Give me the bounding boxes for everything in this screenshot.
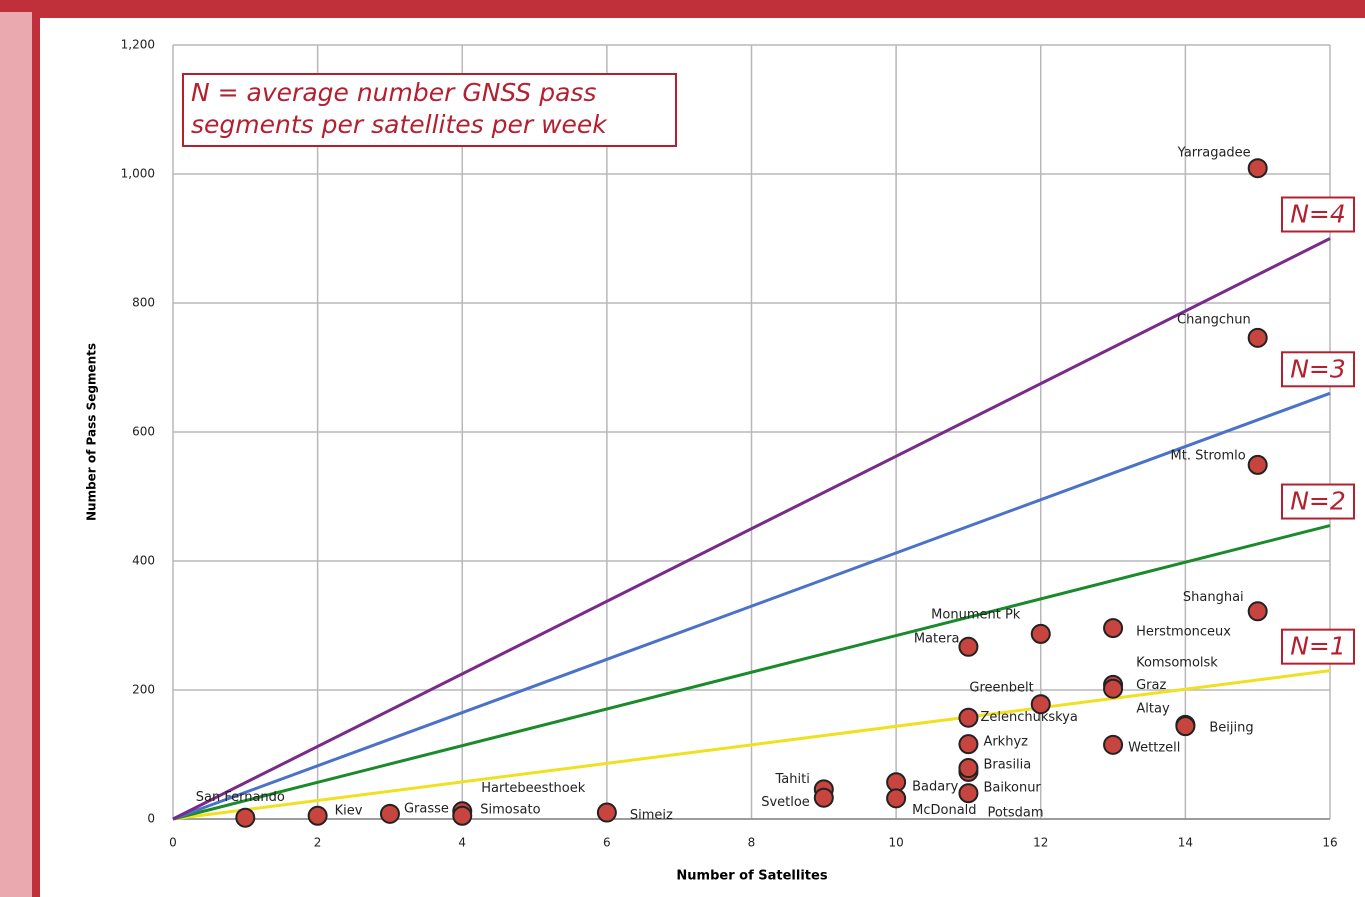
point-label: Yarragadee: [1177, 146, 1251, 161]
legend-box: [1281, 628, 1355, 665]
point-label: Komsomolsk: [1136, 655, 1218, 670]
station-point: [1103, 734, 1124, 755]
point-label: Grasse: [404, 801, 449, 816]
station-point: [1247, 158, 1268, 179]
x-tick-label: 0: [169, 836, 177, 850]
legend-label: N=1: [1290, 632, 1346, 661]
station-point: [235, 807, 256, 828]
point-label: Svetloe: [761, 795, 810, 810]
x-tick-label: 6: [603, 836, 611, 850]
station-point: [958, 636, 979, 657]
point-label: Matera: [914, 631, 960, 646]
point-label: Greenbelt: [969, 681, 1033, 696]
y-tick-label: 200: [132, 683, 155, 697]
x-tick-label: 8: [748, 836, 756, 850]
point-label: Badary: [912, 780, 958, 795]
y-tick-label: 1,200: [121, 38, 155, 52]
station-point: [1030, 623, 1051, 644]
point-label: Mt. Stromlo: [1171, 448, 1246, 463]
station-point: [452, 805, 473, 826]
station-point: [1175, 716, 1196, 737]
point-label: Altay: [1136, 701, 1170, 716]
station-point: [813, 787, 834, 808]
x-tick-label: 12: [1033, 836, 1048, 850]
y-tick-label: 0: [147, 812, 155, 826]
point-label: Monument Pk: [931, 607, 1021, 622]
reference-line: [172, 524, 1331, 821]
legend-label: N=3: [1290, 354, 1346, 383]
station-point: [1030, 694, 1051, 715]
station-point: [596, 802, 617, 823]
point-label: Potsdam: [987, 805, 1043, 820]
point-label: Arkhyz: [983, 735, 1028, 750]
legend-box: [1281, 483, 1355, 520]
legend-box: [1281, 196, 1355, 233]
annotation: segments per satellites per week: [191, 110, 608, 139]
legend-label: N=4: [1290, 200, 1346, 229]
reference-line: [172, 669, 1331, 821]
x-tick-label: 4: [458, 836, 466, 850]
reference-line: [172, 391, 1331, 821]
point-label: Baikonur: [983, 781, 1041, 796]
station-point: [1103, 618, 1124, 639]
point-label: Kiev: [335, 803, 363, 818]
point-label: McDonald: [912, 803, 976, 818]
legend-box: [1281, 351, 1355, 388]
point-label: Beijing: [1209, 721, 1253, 736]
station-point: [1103, 678, 1124, 699]
point-label: Hartebeesthoek: [481, 781, 585, 796]
plot: 0 200 400 600 800 1,000 1,200 0 2 4 6 8 10 12 14 16 San …: [121, 38, 1338, 850]
point-label: Herstmonceux: [1136, 625, 1231, 640]
station-point: [958, 707, 979, 728]
x-tick-label: 10: [888, 836, 903, 850]
station-point: [307, 805, 328, 826]
annotation-box: [182, 73, 677, 147]
station-point: [1247, 601, 1268, 622]
station-point: [1247, 454, 1268, 475]
y-tick-label: 600: [132, 425, 155, 439]
x-tick-label: 14: [1178, 836, 1193, 850]
station-point: [958, 734, 979, 755]
reference-line: [172, 237, 1331, 821]
y-axis-title: Number of Pass Segments: [85, 343, 99, 521]
station-point: [1247, 327, 1268, 348]
x-axis-title: Number of Satellites: [676, 869, 827, 884]
panel: [40, 18, 1365, 897]
x-tick-label: 2: [314, 836, 322, 850]
station-point: [379, 803, 400, 824]
x-tick-label: 16: [1322, 836, 1337, 850]
point-label: San Fernando: [196, 790, 285, 805]
top-bar: [0, 0, 1365, 12]
point-label: Zelenchukskya: [980, 710, 1077, 725]
legend-label: N=2: [1290, 487, 1346, 516]
point-label: Brasilia: [983, 758, 1031, 773]
point-label: Shanghai: [1183, 590, 1244, 605]
station-point: [958, 783, 979, 804]
point-label: Changchun: [1177, 312, 1251, 327]
station-point: [886, 788, 907, 809]
station-point: [958, 758, 979, 779]
point-label: Graz: [1136, 678, 1166, 693]
point-label: Wettzell: [1128, 740, 1180, 755]
point-label: Tahiti: [774, 772, 809, 787]
point-label: Simosato: [480, 802, 540, 817]
annotation: N = average number GNSS pass: [191, 78, 596, 107]
point-label: Simeiz: [630, 808, 673, 823]
y-tick-label: 1,000: [121, 167, 155, 181]
y-tick-label: 400: [132, 554, 155, 568]
y-tick-label: 800: [132, 296, 155, 310]
